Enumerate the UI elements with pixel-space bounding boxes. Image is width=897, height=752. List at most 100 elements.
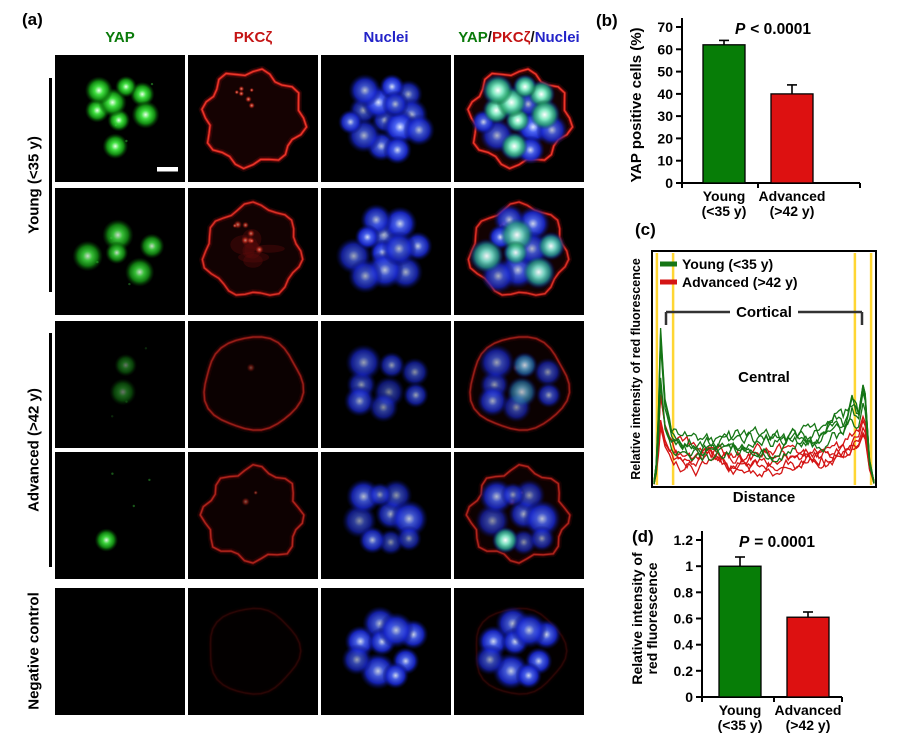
fluorescent-blob: [249, 238, 255, 244]
merge-header-segment: PKCζ: [491, 29, 531, 46]
fluorescent-blob: [241, 497, 250, 506]
category-label: Young (<35 y): [702, 188, 747, 219]
y-tick-label: 10: [657, 153, 673, 169]
y-tick-label: 0.2: [674, 663, 694, 679]
fluorescent-blob: [348, 73, 382, 107]
merge-header-segment: YAP: [458, 29, 488, 46]
panel-b-label: (b): [596, 11, 618, 30]
tile-young-embryo-1-nuclei: [321, 55, 451, 182]
fluorescent-blob: [84, 76, 113, 105]
advanced-embryo-2-yap-micrograph: [55, 452, 185, 579]
fluorescent-blob: [402, 382, 429, 409]
fluorescent-blob: [513, 75, 537, 99]
y-axis-label: Relative intensity ofred fluorescence: [629, 552, 660, 685]
header-text: PKCζ: [233, 29, 273, 46]
micrograph-background: [188, 588, 318, 715]
fluorescent-blob: [255, 245, 264, 254]
fluorescent-blob: [400, 357, 430, 387]
membrane-core: [201, 68, 308, 170]
green-speck: [96, 260, 99, 264]
fluorescent-blob: [358, 526, 387, 554]
tile-negative-control-nuclei: [321, 588, 451, 715]
line-chart-c: Young (<35 y) Advanced (>42 y) Cortical Cen…: [629, 250, 877, 506]
cytoplasm-texture: [243, 254, 263, 268]
fluorescent-blob: [512, 353, 537, 378]
y-tick-label: 40: [657, 86, 673, 102]
fluorescent-blob: [381, 231, 417, 267]
young-group-bracket: [49, 78, 52, 292]
green-speck: [114, 123, 118, 127]
fluorescent-blob: [500, 482, 526, 508]
y-tick-label: 0.6: [674, 611, 694, 627]
micrograph-background: [55, 588, 185, 715]
fluorescent-blob: [253, 490, 258, 495]
fluorescent-blob: [238, 90, 245, 97]
advanced-embryo-2-pkcz-micrograph: [188, 452, 318, 579]
membrane-core: [203, 336, 305, 431]
column-header-yap: YAP: [55, 29, 185, 46]
young-embryo-2-nuclei-micrograph: [321, 188, 451, 315]
membrane-core: [209, 607, 302, 695]
tile-advanced-embryo-2-nuclei: [321, 452, 451, 579]
fluorescent-blob: [341, 644, 373, 676]
membrane-core: [199, 464, 305, 564]
fluorescent-blob: [247, 229, 255, 238]
fluorescent-blob: [474, 644, 506, 676]
membrane-mid: [208, 606, 303, 696]
young-embryo-1-yap-micrograph: [55, 55, 185, 182]
fluorescent-blob: [338, 109, 363, 135]
young-embryo-1-merge-micrograph: [454, 55, 584, 182]
bar-young: [718, 565, 762, 698]
fluorescent-blob: [470, 239, 503, 273]
fluorescent-blob: [131, 100, 160, 129]
header-text: YAP: [105, 29, 135, 46]
row-group-label-advanced: Advanced (>42 y): [25, 388, 43, 512]
advanced-embryo-2-merge-micrograph: [454, 452, 584, 579]
tile-advanced-embryo-2-pkcz: [188, 452, 318, 579]
y-tick-label: 0: [685, 689, 693, 705]
fluorescent-blob: [102, 219, 134, 251]
fluorescent-blob: [523, 499, 562, 538]
tile-advanced-embryo-2-yap: [55, 452, 185, 579]
young-embryo-1-nuclei-micrograph: [321, 55, 451, 182]
bar-chart-d: 0 0.2 0.4 0.6 0.8 1 1.2 Young (<35 y) Advanced (>4…: [629, 531, 843, 733]
intensity-trace: [653, 327, 875, 483]
green-speck: [111, 415, 114, 418]
y-tick-label: 20: [657, 130, 673, 146]
negative-control-merge-micrograph: [454, 588, 584, 715]
bar-advanced: [770, 93, 814, 184]
fluorescent-blob: [381, 90, 409, 118]
intensity-trace: [653, 383, 875, 485]
green-speck: [144, 347, 148, 350]
cortical-label: Cortical: [736, 304, 792, 321]
panel-c-label: (c): [635, 220, 656, 239]
column-header-pkcz: PKCζ: [188, 29, 318, 46]
column-header-merge: YAP/PKCζ/Nuclei: [454, 29, 584, 46]
y-tick-label: 60: [657, 41, 673, 57]
scale-bar: [157, 167, 178, 172]
young-embryo-1-pkcz-micrograph: [188, 55, 318, 182]
category-label: Young (<35 y): [718, 702, 763, 733]
legend-label: Young (<35 y): [682, 256, 773, 272]
green-speck: [128, 282, 131, 286]
tile-negative-control-pkcz: [188, 588, 318, 715]
row-group-label-negative-control: Negative control: [25, 592, 43, 710]
fluorescent-blob: [378, 612, 415, 649]
fluorescent-blob: [238, 85, 245, 92]
fluorescent-blob: [528, 525, 555, 552]
bar-advanced: [786, 616, 830, 698]
y-tick-label: 0: [665, 175, 673, 191]
cytoplasm-texture: [244, 241, 261, 259]
membrane-core: [201, 201, 304, 296]
merge-header-segment: Nuclei: [534, 29, 580, 46]
tile-negative-control-yap: [55, 588, 185, 715]
bar-young: [702, 44, 746, 184]
membrane-glow: [466, 333, 573, 434]
green-speck: [111, 472, 114, 475]
p-value: P = 0.0001: [739, 534, 815, 551]
negative-control-yap-micrograph: [55, 588, 185, 715]
fluorescent-blob: [503, 240, 528, 265]
micrograph-background: [188, 321, 318, 448]
fluorescent-blob: [515, 662, 542, 689]
